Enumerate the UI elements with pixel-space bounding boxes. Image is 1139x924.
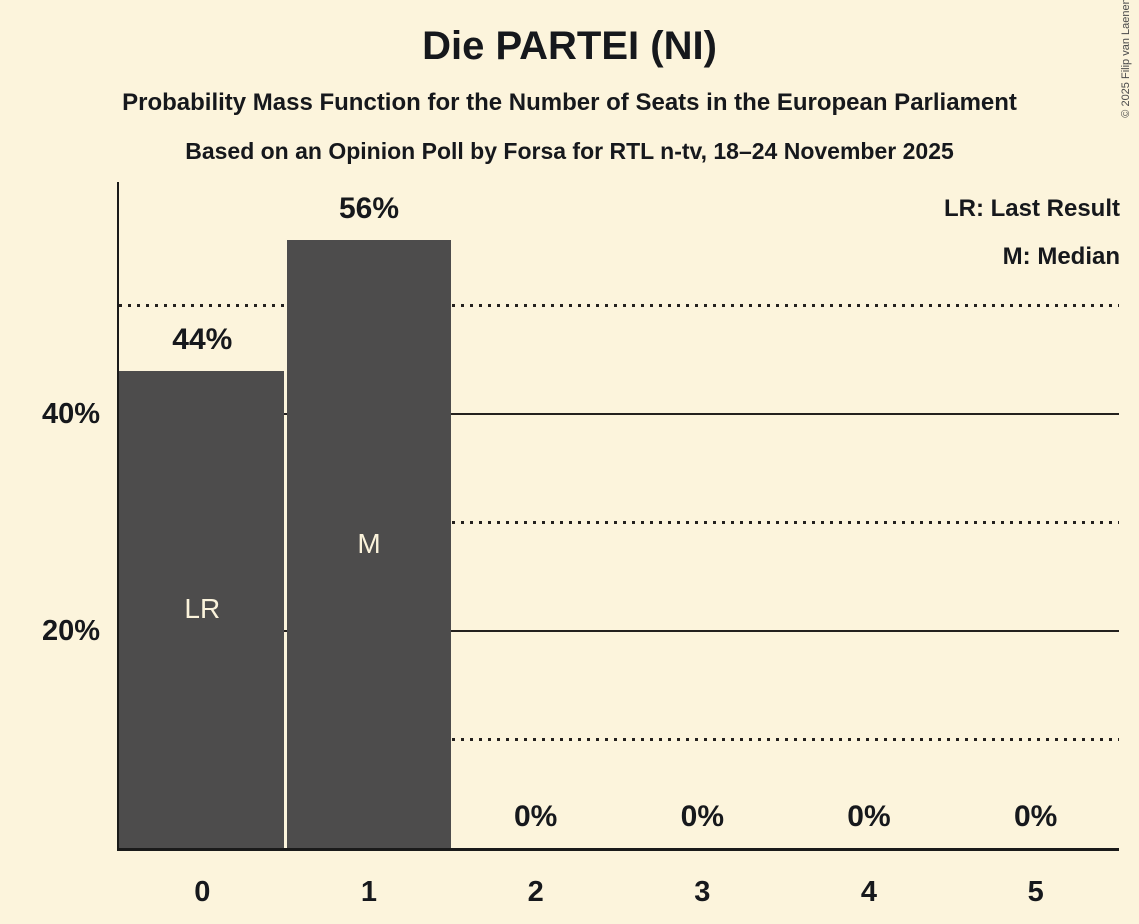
gridline-major-40pct: [119, 412, 1119, 416]
annotation-lr: LR: [184, 593, 221, 625]
bar-value-label-seats-3: 0%: [680, 800, 724, 833]
chart-title: Die PARTEI (NI): [422, 24, 717, 68]
chart-subtitle: Probability Mass Function for the Number…: [122, 89, 1017, 116]
x-axis-line: [116, 848, 1119, 851]
legend: LR: Last Result M: Median: [944, 185, 1120, 281]
x-axis-label-seats-2: 2: [527, 876, 544, 908]
y-axis-label-20pct: 20%: [41, 615, 100, 647]
chart-poll-source: Based on an Opinion Poll by Forsa for RT…: [185, 138, 954, 164]
x-axis-label-seats-5: 5: [1027, 876, 1044, 908]
legend-last-result: LR: Last Result: [943, 195, 1120, 222]
bar-value-label-seats-4: 0%: [847, 800, 891, 833]
bar-value-label-seats-1: 56%: [338, 192, 399, 226]
y-axis-line: [116, 182, 119, 848]
x-axis-label-seats-1: 1: [360, 876, 378, 908]
x-axis-label-seats-3: 3: [694, 876, 711, 908]
gridline-minor-50pct: [119, 304, 1119, 307]
legend-median: M: Median: [1002, 243, 1120, 270]
x-axis-label-seats-4: 4: [860, 876, 878, 908]
bar-value-label-seats-2: 0%: [513, 800, 558, 833]
bar-value-label-seats-5: 0%: [1013, 800, 1058, 833]
gridline-minor-30pct: [119, 521, 1119, 524]
bar-seats-0: [119, 370, 285, 848]
x-axis-label-seats-0: 0: [194, 876, 211, 908]
gridline-major-20pct: [119, 629, 1119, 633]
bar-value-label-seats-0: 44%: [172, 322, 233, 356]
gridline-minor-10pct: [119, 738, 1119, 741]
annotation-m: M: [357, 528, 381, 560]
bar-seats-1: [287, 240, 451, 848]
y-axis-label-40pct: 40%: [41, 398, 100, 430]
